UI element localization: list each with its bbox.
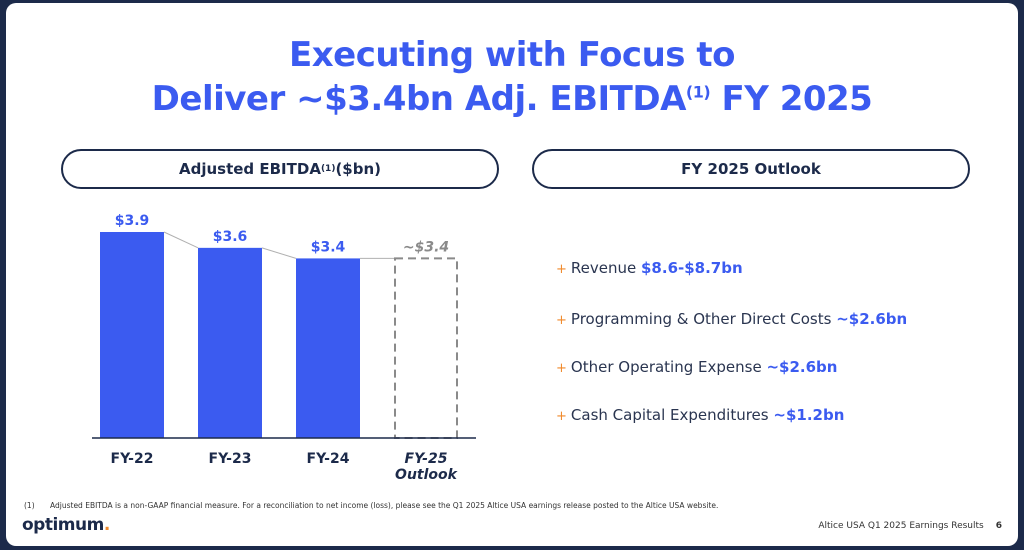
plus-bullet-icon: + (556, 361, 567, 376)
title-line-1: Executing with Focus to (289, 35, 735, 75)
logo-dot: . (103, 515, 110, 535)
category-label: Outlook (395, 467, 459, 483)
outlook-header-pill: FY 2025 Outlook (532, 149, 970, 189)
footnote-text: Adjusted EBITDA is a non-GAAP financial … (50, 501, 719, 510)
bar-connector-line (163, 231, 199, 249)
slide-title: Executing with Focus to Deliver ~$3.4bn … (6, 33, 1018, 121)
page-number: 6 (995, 521, 1002, 531)
chart-header-pill: Adjusted EBITDA (1) ($bn) (61, 149, 499, 189)
outlook-item-label: Revenue (570, 259, 641, 277)
bar-value-label: $3.4 (311, 239, 346, 255)
outlook-item-label: Other Operating Expense (570, 358, 767, 376)
bar-value-label: ~$3.4 (403, 239, 449, 255)
footer-text: Altice USA Q1 2025 Earnings Results (818, 521, 984, 531)
optimum-logo: optimum. (22, 515, 110, 535)
slide: Executing with Focus to Deliver ~$3.4bn … (6, 3, 1018, 546)
title-line-2-suffix: FY 2025 (710, 79, 873, 119)
outlook-item-value: ~$1.2bn (773, 406, 845, 424)
title-line-2-text: Deliver ~$3.4bn Adj. EBITDA (151, 79, 687, 119)
outlook-header-text: FY 2025 Outlook (681, 160, 821, 178)
category-label: FY-22 (111, 451, 154, 467)
bar-fy-22 (100, 232, 164, 438)
chart-header-footnote-ref: (1) (320, 164, 336, 174)
title-footnote-ref: (1) (685, 82, 711, 102)
logo-text: optimum (22, 515, 104, 535)
category-label: FY-25 (405, 451, 448, 467)
chart-header-unit: ($bn) (335, 160, 382, 178)
plus-bullet-icon: + (556, 313, 567, 328)
plus-bullet-icon: + (556, 262, 567, 277)
plus-bullet-icon: + (556, 409, 567, 424)
outlook-item: + Programming & Other Direct Costs ~$2.6b… (556, 310, 907, 328)
bar-fy25-outlook-dashed (394, 257, 458, 439)
footnote: (1) Adjusted EBITDA is a non-GAAP financi… (24, 501, 718, 510)
bar-fy-24 (296, 258, 360, 438)
footnote-number: (1) (24, 501, 35, 510)
bar-value-label: $3.9 (115, 213, 150, 229)
bar-value-label: $3.6 (213, 229, 248, 245)
outlook-item-value: ~$2.6bn (766, 358, 838, 376)
bar-fy-23 (198, 247, 262, 438)
footer: Altice USA Q1 2025 Earnings Results 6 (818, 521, 1002, 531)
chart-header-text: Adjusted EBITDA (178, 160, 321, 178)
title-line-2: Deliver ~$3.4bn Adj. EBITDA(1) FY 2025 (6, 77, 1018, 121)
category-label: FY-23 (209, 451, 252, 467)
bar-connector-line (261, 247, 297, 259)
outlook-item-value: ~$2.6bn (836, 310, 908, 328)
ebitda-bar-chart: $3.9 FY-22 $3.6 FY-23 $3.4 FY-24 ~$3.4 FY-25Out… (92, 213, 476, 483)
outlook-item-label: Programming & Other Direct Costs (570, 310, 837, 328)
outlook-item: + Other Operating Expense ~$2.6bn (556, 358, 837, 376)
outlook-item: + Revenue $8.6-$8.7bn (556, 259, 743, 277)
outlook-item-value: $8.6-$8.7bn (641, 259, 743, 277)
category-label: FY-24 (307, 451, 350, 467)
outlook-item-label: Cash Capital Expenditures (570, 406, 774, 424)
outlook-item: + Cash Capital Expenditures ~$1.2bn (556, 406, 844, 424)
